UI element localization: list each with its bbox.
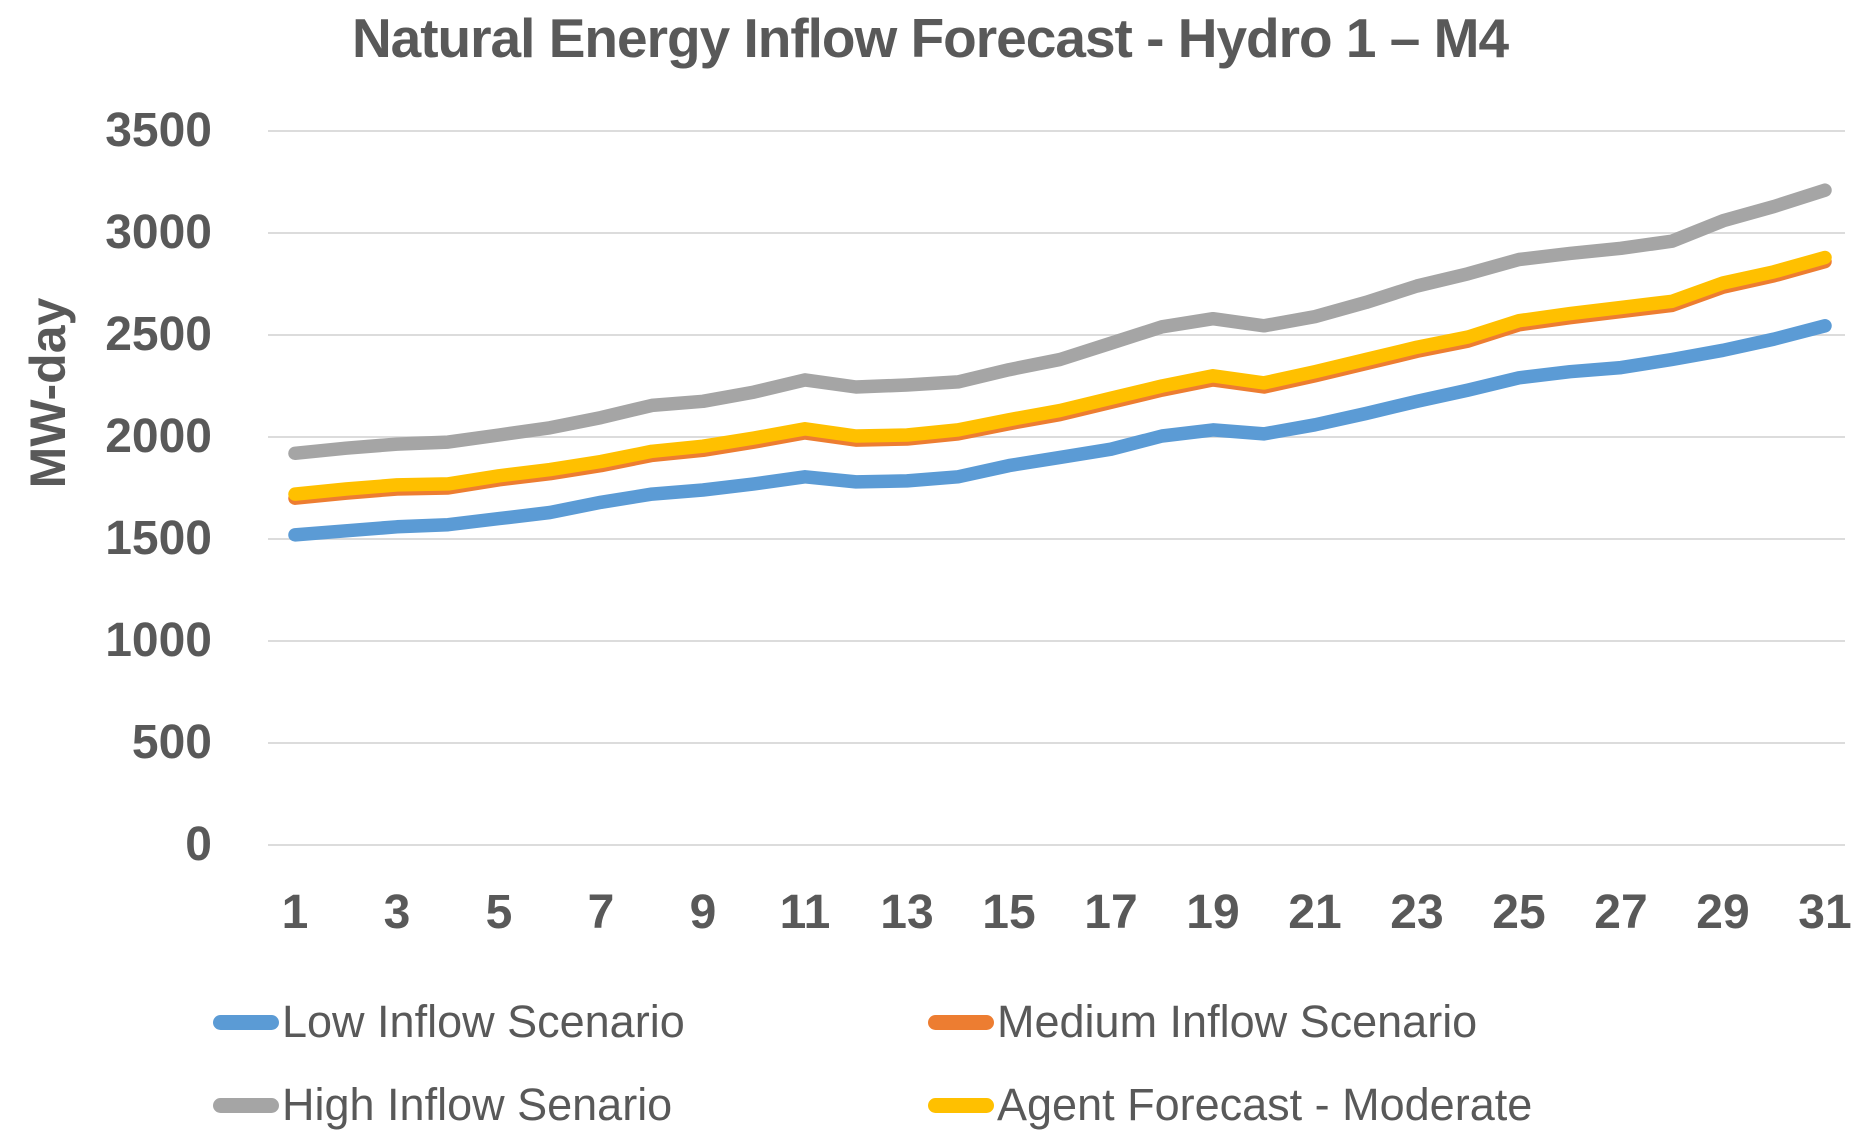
legend-swatch-agent-icon <box>928 1097 994 1113</box>
y-tick-label: 3500 <box>105 104 212 157</box>
y-tick-label: 3000 <box>105 206 212 259</box>
x-tick-label: 5 <box>485 886 513 939</box>
y-tick-label: 2500 <box>105 308 212 361</box>
x-tick-label: 19 <box>1186 886 1240 939</box>
x-tick-label: 21 <box>1288 886 1342 939</box>
x-tick-label: 15 <box>982 886 1036 939</box>
y-tick-label: 500 <box>131 716 212 769</box>
legend-label: Medium Inflow Scenario <box>997 996 1478 1047</box>
x-tick-label: 23 <box>1390 886 1444 939</box>
x-tick-label: 3 <box>383 886 411 939</box>
x-tick-label: 27 <box>1594 886 1648 939</box>
x-tick-label: 13 <box>880 886 934 939</box>
x-tick-label: 25 <box>1492 886 1546 939</box>
legend-label: Agent Forecast - Moderate <box>997 1079 1533 1130</box>
legend-item-agent-forecast-moderate: Agent Forecast - Moderate <box>928 1080 1532 1130</box>
y-tick-label: 0 <box>185 818 212 871</box>
y-tick-label: 1500 <box>105 512 212 565</box>
legend-item-high-inflow-senario: High Inflow Senario <box>213 1080 672 1130</box>
x-tick-label: 1 <box>281 886 309 939</box>
chart-title: Natural Energy Inflow Forecast - Hydro 1… <box>351 7 1509 69</box>
y-tick-label: 1000 <box>105 614 212 667</box>
x-tick-label: 17 <box>1084 886 1138 939</box>
series-line-agent-forecast-moderate <box>288 250 1832 501</box>
legend-swatch-medium-icon <box>928 1014 994 1030</box>
legend-label: Low Inflow Scenario <box>282 996 685 1047</box>
x-tick-label: 7 <box>587 886 615 939</box>
x-tick-label: 9 <box>689 886 717 939</box>
series-line-high-inflow-senario <box>288 183 1832 461</box>
x-tick-label: 31 <box>1798 886 1852 939</box>
x-tick-label: 29 <box>1696 886 1750 939</box>
legend-item-medium-inflow-scenario: Medium Inflow Scenario <box>928 997 1477 1047</box>
legend-swatch-low-icon <box>213 1014 279 1030</box>
x-tick-label: 11 <box>779 886 831 939</box>
series-line-low-inflow-scenario <box>288 319 1832 542</box>
legend-swatch-high-icon <box>213 1097 279 1113</box>
legend-label: High Inflow Senario <box>282 1079 673 1130</box>
y-tick-label: 2000 <box>105 410 212 463</box>
legend-item-low-inflow-scenario: Low Inflow Scenario <box>213 997 685 1047</box>
